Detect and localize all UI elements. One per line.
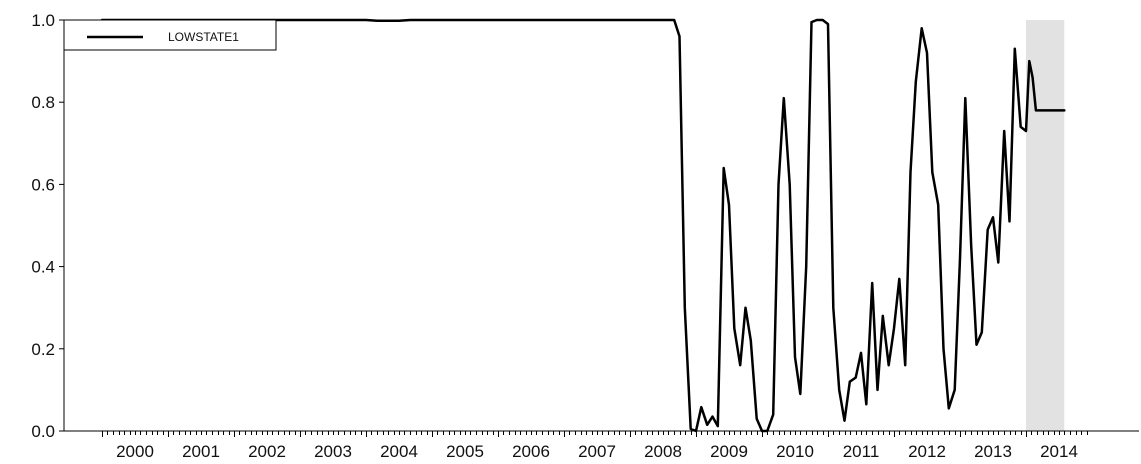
y-tick-label: 0.8 — [31, 93, 55, 112]
y-tick-label: 0.4 — [31, 258, 55, 277]
x-tick-label: 2010 — [776, 442, 814, 461]
x-tick-label: 2013 — [974, 442, 1012, 461]
x-tick-label: 2005 — [446, 442, 484, 461]
x-tick-label: 2003 — [314, 442, 352, 461]
y-tick-label: 0.6 — [31, 175, 55, 194]
series-layer — [100, 18, 1066, 433]
y-tick-label: 1.0 — [31, 11, 55, 30]
x-tick-label: 2000 — [116, 442, 154, 461]
y-tick-label: 0.0 — [31, 422, 55, 441]
axes: 0.0 0.2 0.4 0.6 0.8 1.0 2000 2001 2002 2003 2004 20… — [31, 11, 1139, 461]
x-tick-label: 2008 — [644, 442, 682, 461]
legend-box — [63, 19, 277, 51]
x-tick-label: 2006 — [512, 442, 550, 461]
y-tick-label: 0.2 — [31, 340, 55, 359]
x-tick-label: 2007 — [578, 442, 616, 461]
x-tick-label: 2001 — [182, 442, 220, 461]
x-tick-label: 2009 — [710, 442, 748, 461]
x-tick-label: 2014 — [1040, 442, 1078, 461]
legend-label: LOWSTATE1 — [168, 30, 239, 44]
legend: LOWSTATE1 — [63, 19, 277, 51]
x-tick-label: 2002 — [248, 442, 286, 461]
shaded-region — [1026, 20, 1065, 431]
x-tick-label: 2012 — [908, 442, 946, 461]
series-line-0 — [100, 18, 1066, 433]
x-tick-label: 2004 — [380, 442, 418, 461]
shaded-region-layer — [1026, 20, 1065, 431]
x-tick-label: 2011 — [843, 442, 880, 461]
